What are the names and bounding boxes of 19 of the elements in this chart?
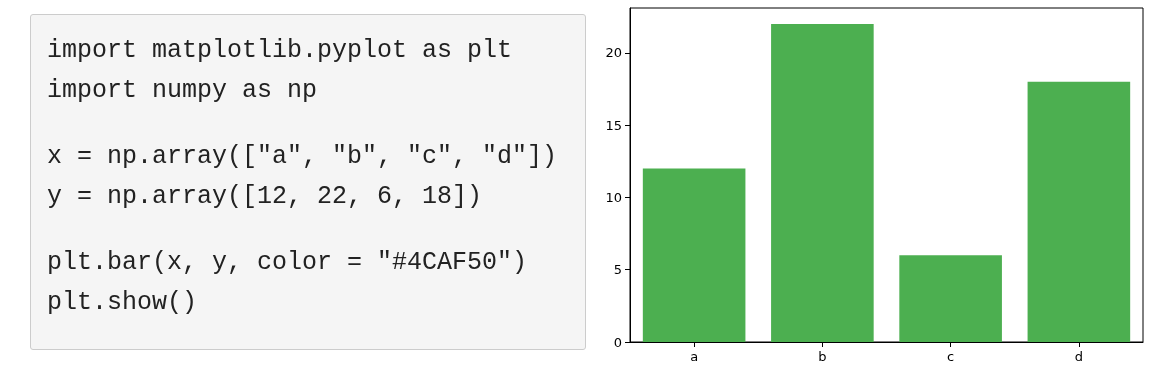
text: x = np.array(["a", "b", "c", "d"]) <box>47 141 559 173</box>
y-tick-label: 5 <box>613 262 622 278</box>
y-tick-label: 15 <box>605 117 622 133</box>
y-tick-label: 10 <box>605 189 622 205</box>
text: plt.show() <box>47 287 199 319</box>
text: plt.bar(x, y, color = "#4CAF50") <box>47 247 529 279</box>
text: import numpy as np <box>47 75 319 107</box>
y-tick-label: 20 <box>605 45 622 61</box>
text: y = np.array([12, 22, 6, 18]) <box>47 181 484 213</box>
bar <box>771 23 874 342</box>
x-tick-label: d <box>1074 349 1084 364</box>
bar <box>899 255 1002 342</box>
bar <box>1027 81 1131 342</box>
bar <box>642 168 746 342</box>
x-tick-label: a <box>690 349 699 364</box>
x-tick-label: c <box>947 349 955 364</box>
x-tick-label: b <box>818 349 827 364</box>
text: import matplotlib.pyplot as plt <box>47 35 514 67</box>
y-tick-label: 0 <box>613 334 622 350</box>
